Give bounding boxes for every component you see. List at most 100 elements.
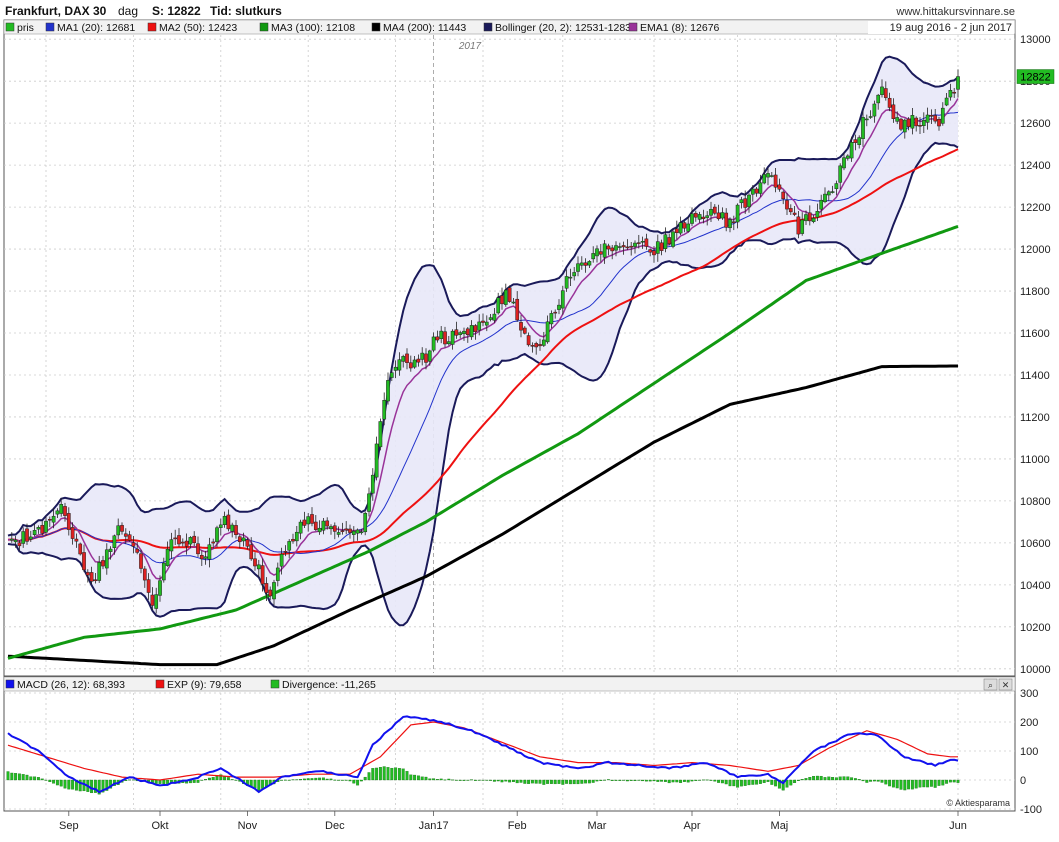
divergence-bar — [717, 779, 721, 783]
candle-body — [576, 263, 580, 272]
y-tick-label: 11000 — [1020, 454, 1050, 466]
candle-body — [811, 217, 816, 222]
divergence-bar — [694, 779, 698, 781]
candle-body — [728, 219, 732, 229]
divergence-bar — [766, 779, 770, 782]
divergence-bar — [496, 779, 500, 782]
divergence-bar — [207, 777, 211, 781]
legend-swatch — [5, 22, 15, 32]
divergence-bar — [728, 779, 732, 787]
candle-body — [59, 504, 64, 514]
divergence-bar — [572, 779, 576, 785]
divergence-bar — [356, 779, 360, 786]
divergence-bar — [952, 779, 956, 783]
candle-body — [663, 234, 668, 249]
candle-body — [370, 474, 375, 494]
divergence-bar — [17, 773, 21, 781]
macd-legend-swatch — [155, 679, 165, 689]
divergence-bar — [485, 779, 489, 781]
candle-body — [329, 526, 333, 530]
candle-body — [883, 88, 888, 98]
candle-body — [830, 191, 835, 193]
candle-body — [55, 510, 60, 515]
candle-body — [21, 531, 26, 544]
candle-body — [66, 513, 71, 530]
divergence-bar — [606, 779, 610, 781]
candle-body — [218, 524, 223, 528]
ema1-line — [7, 98, 959, 580]
candle-body — [838, 165, 843, 183]
candle-body — [340, 530, 345, 532]
candle-body — [203, 556, 208, 559]
divergence-bar — [827, 776, 831, 781]
candle-body — [321, 520, 326, 531]
candle-body — [348, 528, 352, 533]
candle-body — [142, 568, 147, 581]
candle-body — [424, 353, 428, 363]
divergence-bar — [291, 779, 295, 781]
candle-body — [416, 358, 421, 363]
divergence-bar — [416, 775, 420, 781]
ma3-line — [7, 224, 959, 660]
divergence-bar — [869, 779, 873, 782]
divergence-bar — [891, 779, 895, 788]
divergence-bar — [154, 779, 158, 784]
candle-body — [188, 537, 193, 545]
candle-body — [89, 572, 94, 582]
candle-body — [393, 366, 398, 371]
candle-body — [587, 261, 592, 266]
divergence-bar — [948, 779, 952, 783]
candle-body — [226, 514, 231, 530]
divergence-bar — [162, 779, 166, 785]
moving-averages — [7, 98, 959, 667]
divergence-bar — [44, 779, 48, 781]
divergence-bar — [363, 776, 367, 781]
x-tick-label: Dec — [325, 820, 345, 832]
interval-label: dag — [118, 4, 138, 18]
candle-body — [507, 287, 512, 302]
candle-body — [766, 173, 770, 178]
divergence-bar — [705, 779, 709, 781]
divergence-bar — [226, 777, 230, 781]
candle-body — [63, 506, 67, 516]
candle-body — [389, 372, 394, 378]
divergence-bar — [903, 779, 907, 791]
macd-legend: MACD (26, 12): 68,393 EXP (9): 79,658 Dive… — [5, 679, 376, 691]
divergence-bar — [679, 779, 683, 783]
divergence-bar — [219, 774, 223, 781]
candle-body — [785, 200, 789, 210]
candle-body — [872, 103, 877, 117]
candle-body — [560, 290, 565, 309]
x-tick-label: Mar — [588, 820, 607, 832]
divergence-bar — [504, 779, 508, 782]
ma4-line — [7, 364, 958, 667]
candle-body — [401, 356, 406, 362]
macd-line — [7, 715, 959, 794]
candle-body — [291, 538, 295, 542]
y-tick-label: 10800 — [1020, 496, 1051, 508]
candle-body — [845, 155, 850, 159]
divergence-bar — [945, 779, 949, 784]
y-tick-label: 10200 — [1020, 622, 1051, 634]
candle-body — [864, 118, 869, 121]
divergence-bar — [629, 779, 633, 781]
candle-body — [272, 582, 276, 600]
divergence-bar — [321, 777, 325, 781]
candle-body — [351, 530, 356, 535]
candle-body — [127, 534, 132, 541]
x-tick-label: Sep — [59, 820, 79, 832]
divergence-bar — [698, 779, 702, 781]
divergence-bar — [420, 776, 424, 781]
candle-body — [910, 115, 915, 129]
y-tick-label: 12600 — [1020, 118, 1051, 130]
candle-body — [526, 335, 531, 346]
divergence-bar — [527, 779, 531, 784]
candle-body — [880, 86, 884, 95]
divergence-bar — [671, 779, 675, 783]
divergence-bar — [443, 779, 447, 781]
magnify-button[interactable] — [983, 678, 998, 691]
candle-body — [207, 544, 212, 560]
divergence-bar — [758, 779, 762, 784]
close-button[interactable] — [998, 678, 1013, 691]
candle-body — [743, 198, 748, 208]
